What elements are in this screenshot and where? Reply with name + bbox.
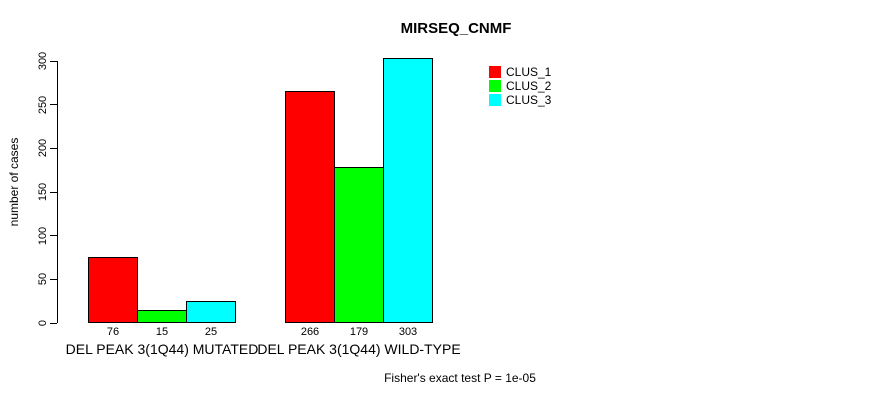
y-axis-line — [57, 61, 58, 323]
bar-clus_2-group2 — [334, 166, 384, 323]
bar-value-label: 303 — [398, 326, 418, 338]
bar-value-label: 266 — [300, 326, 320, 338]
y-axis-tick-label: 0 — [37, 319, 49, 327]
y-axis-tick — [50, 322, 57, 324]
chart-title: MIRSEQ_CNMF — [400, 20, 512, 37]
fisher-note: Fisher's exact test P = 1e-05 — [384, 371, 536, 385]
bar-clus_3-group1 — [186, 301, 236, 323]
y-axis-tick-label: 50 — [37, 273, 49, 286]
bar-clus_3-group2 — [383, 58, 433, 323]
y-axis-tick — [50, 278, 57, 280]
bar-value-label: 15 — [155, 326, 169, 338]
y-axis-tick-label: 200 — [37, 139, 49, 158]
legend-item: CLUS_1 — [489, 65, 551, 79]
legend-label: CLUS_2 — [506, 79, 552, 93]
y-axis-tick — [50, 60, 57, 62]
bar-value-label: 179 — [349, 326, 369, 338]
y-axis-tick-label: 150 — [37, 182, 49, 202]
legend-swatch — [489, 94, 501, 106]
legend-label: CLUS_3 — [506, 93, 552, 107]
legend: CLUS_1 CLUS_2 CLUS_3 — [489, 65, 551, 107]
legend-label: CLUS_1 — [506, 65, 552, 79]
y-axis-tick — [50, 235, 57, 237]
legend-swatch — [489, 80, 501, 92]
y-axis-tick — [50, 191, 57, 193]
y-axis-tick — [50, 104, 57, 106]
legend-item: CLUS_3 — [489, 93, 551, 107]
x-category-label: DEL PEAK 3(1Q44) MUTATED — [65, 341, 259, 357]
y-axis-tick-label: 250 — [37, 95, 49, 114]
bar-clus_1-group2 — [285, 90, 335, 323]
bar-value-label: 25 — [204, 326, 218, 338]
y-axis-tick — [50, 147, 57, 149]
x-category-label: DEL PEAK 3(1Q44) WILD-TYPE — [257, 341, 461, 357]
bar-value-label: 76 — [106, 326, 120, 338]
legend-swatch — [489, 66, 501, 78]
bar-clus_2-group1 — [137, 309, 187, 323]
legend-item: CLUS_2 — [489, 79, 551, 93]
y-axis-tick-label: 300 — [37, 51, 49, 71]
y-axis-label: number of cases — [7, 137, 21, 227]
bar-clus_1-group1 — [88, 256, 138, 323]
y-axis-tick-label: 100 — [37, 226, 49, 245]
